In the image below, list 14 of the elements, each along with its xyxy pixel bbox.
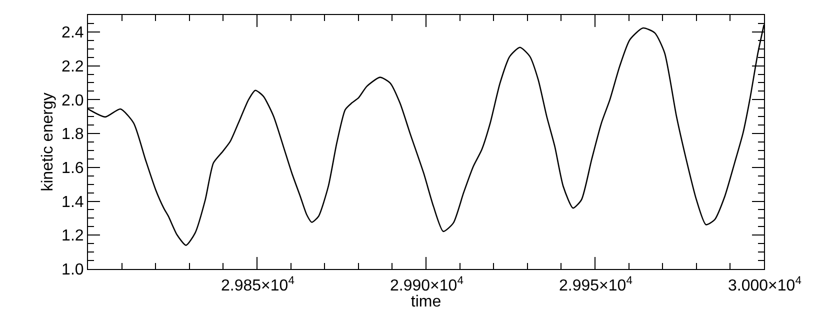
y-tick-label: 1.6: [62, 160, 84, 177]
x-axis-title: time: [410, 294, 442, 311]
x-tick-label: 2.985×10$^{4}$: [221, 275, 294, 295]
x-tick-label: 2.990×10$^{4}$: [390, 275, 464, 295]
y-tick-label: 1.0: [62, 262, 84, 279]
y-tick-label: 1.8: [62, 126, 84, 144]
y-axis-title: kinetic energy: [39, 92, 56, 192]
x-tick-label: 2.995×10$^{4}$: [559, 275, 632, 295]
y-tick-label: 1.2: [62, 228, 84, 245]
y-tick-label: 2.0: [62, 92, 84, 110]
y-tick-label: 1.4: [62, 194, 84, 211]
x-tick-label: 3.000×10$^{4}$: [728, 275, 802, 295]
y-tick-label: 2.4: [62, 24, 84, 42]
y-tick-label: 2.2: [62, 58, 84, 76]
